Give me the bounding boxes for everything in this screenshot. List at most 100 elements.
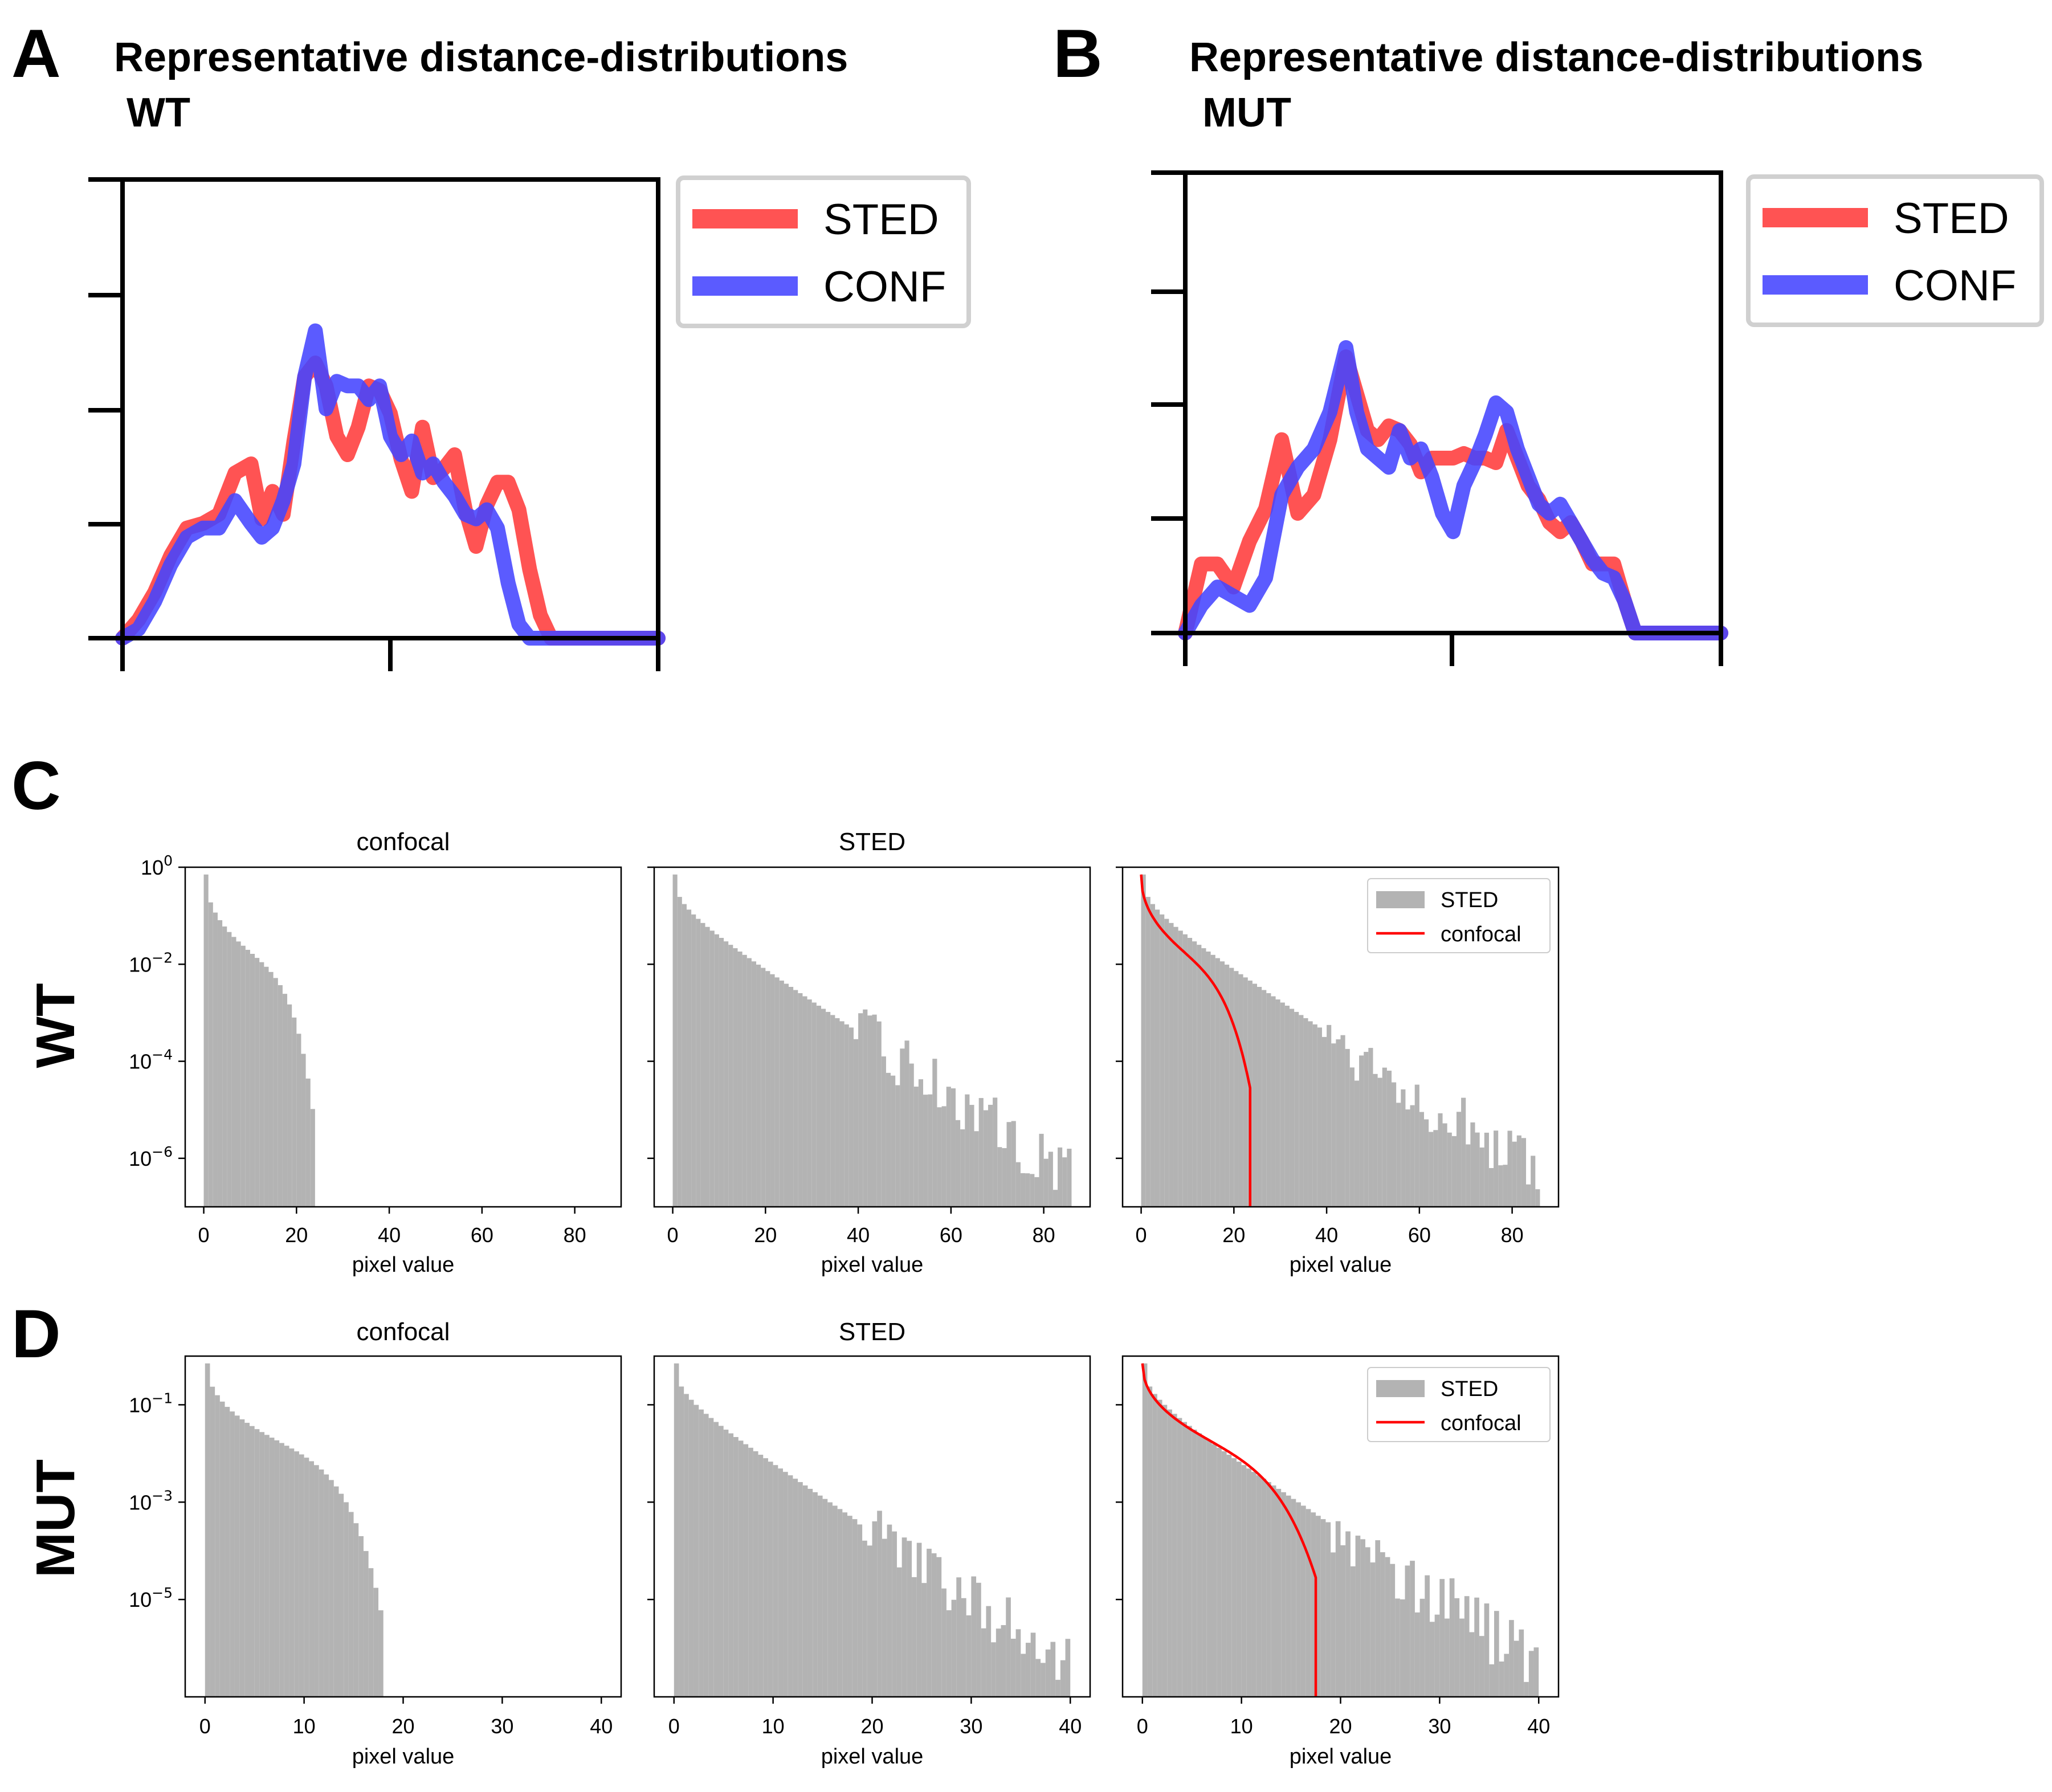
- histogram-bar: [1390, 1564, 1396, 1697]
- histogram-bar: [1271, 996, 1276, 1207]
- histogram-bar: [705, 926, 710, 1207]
- histogram-bar: [1401, 1089, 1406, 1207]
- histogram-bar: [1354, 1080, 1360, 1207]
- x-tick-label: 10: [1230, 1715, 1253, 1738]
- subplot: confocal 0 10 20 30 40 pixel value 10−1 10−3 10−5: [129, 1318, 622, 1769]
- x-tick-label: 0: [1137, 1715, 1148, 1738]
- histogram-bar: [877, 1511, 882, 1697]
- histogram-bar: [1445, 1618, 1450, 1697]
- histogram-bar: [816, 1005, 821, 1207]
- x-tick-label: 0: [668, 1715, 680, 1738]
- histogram-bar: [203, 874, 209, 1207]
- plot-frame: [1121, 866, 1560, 1208]
- histogram-bar: [282, 994, 288, 1207]
- histogram-bar: [1524, 1681, 1529, 1697]
- histogram-bar: [344, 1502, 349, 1697]
- series-line-conf: [115, 323, 666, 646]
- histogram-bar: [1345, 1048, 1350, 1207]
- histogram-bar: [719, 1426, 724, 1697]
- histogram-bar: [299, 1454, 304, 1697]
- histogram-bar: [1380, 1552, 1385, 1697]
- histogram-bar: [817, 1495, 823, 1697]
- histogram-bar: [1182, 934, 1188, 1207]
- x-tick-label: 0: [198, 1223, 210, 1247]
- panel-b: B Representative distance-distributions MU…: [1053, 15, 2044, 666]
- histogram-bar: [1433, 1130, 1438, 1207]
- histogram-bar: [1164, 919, 1169, 1207]
- histogram-bar: [895, 1085, 900, 1207]
- histogram-bar: [1429, 1132, 1434, 1207]
- histogram-bar: [1479, 1147, 1484, 1207]
- x-tick-label: 40: [1527, 1715, 1550, 1738]
- histogram-bar: [1043, 1158, 1049, 1207]
- x-tick-label: 20: [754, 1223, 777, 1247]
- legend-label-sted: STED: [1441, 888, 1498, 912]
- legend-label-conf: CONF: [1894, 262, 2016, 310]
- histogram-bar: [1238, 974, 1243, 1207]
- histogram-bar: [1474, 1597, 1479, 1697]
- x-axis-label: pixel value: [821, 1745, 924, 1769]
- histogram-bar: [832, 1505, 838, 1697]
- confocal-overlay-line: [1140, 874, 1252, 1207]
- histogram-bar: [1405, 1565, 1410, 1697]
- histogram-bar: [839, 1021, 845, 1207]
- histogram-bar: [1300, 1505, 1306, 1697]
- histogram-bar: [1438, 1113, 1443, 1207]
- histogram-bar: [733, 1436, 739, 1697]
- histogram-bar: [1359, 1055, 1364, 1207]
- x-tick-label: 40: [590, 1715, 613, 1738]
- histogram-bar: [802, 996, 807, 1207]
- histogram-bar: [358, 1536, 364, 1697]
- x-tick-label: 20: [860, 1715, 883, 1738]
- histogram-bar: [1494, 1611, 1499, 1697]
- histogram-bar: [1291, 1499, 1296, 1697]
- histogram-bar: [309, 1461, 315, 1697]
- x-tick-label: 60: [1408, 1223, 1431, 1247]
- panel-subtitle: MUT: [1202, 90, 1291, 136]
- histogram-bar: [268, 971, 274, 1207]
- histogram-bar: [937, 1107, 942, 1207]
- histogram-bar: [215, 1395, 220, 1697]
- histogram-bar: [696, 919, 701, 1207]
- histogram-bar: [1217, 1447, 1222, 1697]
- histogram-bar: [1145, 897, 1151, 1207]
- subplot: STED confocal 0 10 20 30 40 pixel value: [1116, 1355, 1560, 1769]
- histogram-bar: [768, 1462, 773, 1697]
- histogram-bar: [867, 1015, 872, 1207]
- histogram-bar: [1266, 993, 1271, 1207]
- histogram-bar: [1241, 1465, 1247, 1697]
- histogram-bar: [1325, 1522, 1331, 1697]
- histogram-bar: [900, 1048, 905, 1207]
- row-label: WT: [25, 983, 86, 1068]
- x-tick-label: 80: [1033, 1223, 1055, 1247]
- histogram-bar: [1360, 1539, 1365, 1697]
- histogram-bar: [319, 1469, 324, 1697]
- histogram-bar: [778, 1468, 784, 1697]
- histogram-bar: [1350, 1566, 1356, 1697]
- histogram-bar: [1065, 1639, 1071, 1697]
- histogram-bar: [901, 1537, 907, 1697]
- histogram-bar: [789, 987, 794, 1207]
- histogram-bar: [1504, 1654, 1510, 1697]
- histogram-bar: [891, 1075, 896, 1207]
- histogram-bar: [1489, 1664, 1494, 1697]
- confocal-overlay-line: [1141, 1363, 1317, 1697]
- histogram-bar: [310, 1109, 315, 1207]
- legend: STED confocal: [1367, 1367, 1551, 1442]
- histogram-bar: [1206, 1440, 1212, 1697]
- histogram-bar: [1015, 1162, 1021, 1207]
- histogram-bar: [1206, 951, 1211, 1207]
- histogram-bar: [971, 1576, 977, 1697]
- histogram-bar: [748, 1447, 753, 1697]
- histogram-bar: [858, 1013, 863, 1207]
- histogram-bar: [969, 1105, 974, 1207]
- histogram-bar: [363, 1551, 369, 1697]
- histogram-bar: [1494, 1130, 1499, 1207]
- histogram-bar: [1345, 1531, 1351, 1697]
- histogram-bar: [1060, 1660, 1066, 1697]
- histogram-bar: [807, 999, 812, 1207]
- histogram-bar: [1286, 1495, 1291, 1697]
- histogram-bar: [1400, 1599, 1405, 1697]
- histogram-bar: [1150, 904, 1155, 1207]
- histogram-bar: [853, 1039, 859, 1207]
